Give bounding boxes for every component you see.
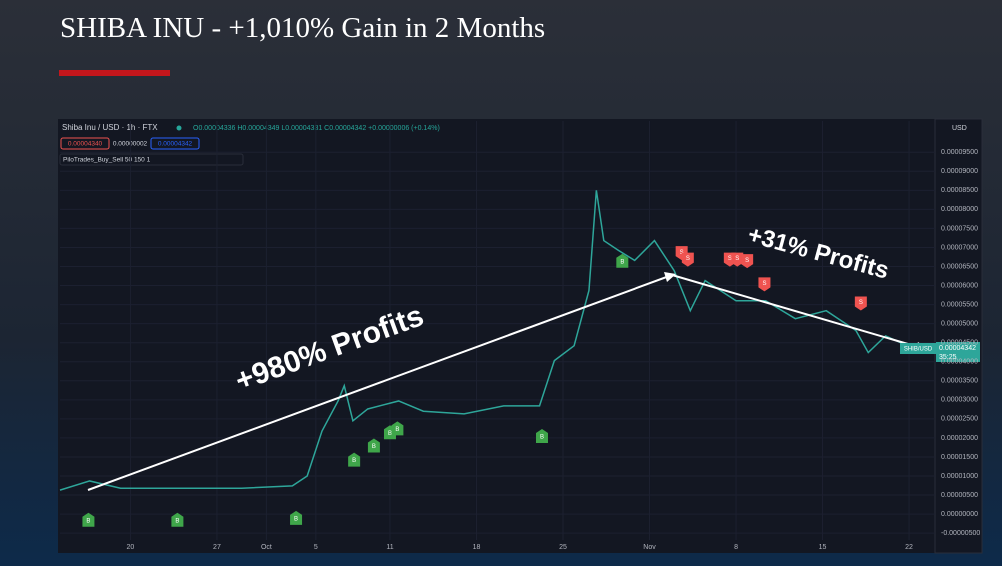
buy-signal: [82, 512, 95, 527]
y-tick-label: 0.00006000: [941, 282, 978, 289]
y-tick-label: 0.00000000: [941, 511, 978, 518]
signal-label: S: [859, 300, 863, 306]
x-tick-label: Oct: [261, 544, 272, 551]
buy-signal: [616, 253, 629, 268]
signal-label: B: [540, 435, 544, 441]
signal-label: B: [352, 458, 356, 464]
price-tag: [936, 342, 980, 362]
y-tick-label: 0.00004500: [941, 340, 978, 347]
y-tick-label: 0.00007000: [941, 244, 978, 251]
y-tick-label: 0.00002500: [941, 416, 978, 423]
arrow: [87, 274, 673, 491]
currency: USD: [952, 125, 967, 132]
indicator: PiloTrades_Buy_Sell 50 150 1: [63, 157, 151, 164]
ask: 0.00004342: [158, 141, 193, 148]
x-tick-label: 20: [127, 544, 135, 551]
y-tick-label: 0.00004000: [941, 359, 978, 366]
y-tick-label: 0.00002000: [941, 435, 978, 442]
ohlc: O0.00004336 H0.00004349 L0.00004331 C0.0…: [193, 125, 440, 132]
y-tick-label: 0.00006500: [941, 263, 978, 270]
signal-label: B: [395, 427, 399, 433]
price-tag-symbol-box: [900, 343, 936, 354]
x-tick-label: 11: [386, 544, 393, 551]
x-tick-label: Nov: [643, 544, 656, 551]
title-underline: [59, 70, 170, 76]
chart-panel: [58, 119, 982, 553]
signal-label: B: [620, 259, 624, 265]
y-tick-label: 0.00008500: [941, 187, 978, 194]
sell-signal: [854, 296, 867, 311]
indicator-box: [59, 153, 244, 166]
signal-label: B: [388, 431, 392, 437]
sell-signal: [741, 254, 754, 269]
x-tick-label: 27: [213, 544, 221, 551]
y-tick-label: -0.00000500: [941, 530, 980, 537]
signal-label: B: [175, 518, 179, 524]
sell-signal: [681, 252, 694, 267]
buy-signal: [391, 421, 404, 436]
signal-label: S: [728, 256, 732, 262]
y-tick-label: 0.00008000: [941, 206, 978, 213]
signal-label: B: [372, 444, 376, 450]
buy-signal: [290, 510, 303, 525]
slide-title: SHIBA INU - +1,010% Gain in 2 Months: [60, 12, 546, 44]
x-tick-label: 18: [473, 544, 481, 551]
x-tick-label: 15: [819, 544, 827, 551]
y-tick-label: 0.00001500: [941, 454, 978, 461]
status-dot: [176, 125, 182, 131]
signal-label: S: [686, 256, 690, 262]
arrow: [671, 274, 926, 350]
signal-label: S: [745, 258, 749, 264]
buy-signal: [348, 452, 361, 467]
y-tick-label: 0.00007500: [941, 225, 978, 232]
price-tag-symbol: SHIB/USD: [904, 347, 933, 353]
y-tick-label: 0.00003000: [941, 397, 978, 404]
x-tick-label: 25: [559, 544, 567, 551]
bid: 0.00004340: [68, 141, 103, 148]
signal-label: S: [762, 281, 766, 287]
y-tick-label: 0.00005000: [941, 320, 978, 327]
sell-signal: [758, 277, 771, 292]
buy-signal: [367, 438, 380, 453]
y-tick-label: 0.00000500: [941, 492, 978, 499]
y-tick-label: 0.00009500: [941, 149, 978, 156]
y-tick-label: 0.00001000: [941, 473, 978, 480]
y-tick-label: 0.00005500: [941, 301, 978, 308]
signal-label: S: [735, 256, 739, 262]
bid-box: [60, 137, 110, 150]
price-tag-countdown: 35:25: [939, 354, 957, 361]
sell-signal: [731, 252, 744, 267]
ask-box: [150, 137, 200, 150]
buy-signal: [171, 512, 184, 527]
symbol: Shiba Inu / USD · 1h · FTX: [62, 123, 158, 132]
buy-signal: [535, 429, 548, 444]
x-tick-label: 5: [314, 544, 318, 551]
y-tick-label: 0.00003500: [941, 378, 978, 385]
signal-label: B: [86, 518, 90, 524]
signal-label: B: [294, 516, 298, 522]
signal-label: S: [680, 250, 684, 256]
x-tick-label: 8: [734, 544, 738, 551]
price-scale: [934, 118, 983, 554]
x-tick-label: 22: [905, 544, 913, 551]
price-tag-price: 0.00004342: [939, 345, 976, 352]
y-tick-label: 0.00009000: [941, 168, 978, 175]
